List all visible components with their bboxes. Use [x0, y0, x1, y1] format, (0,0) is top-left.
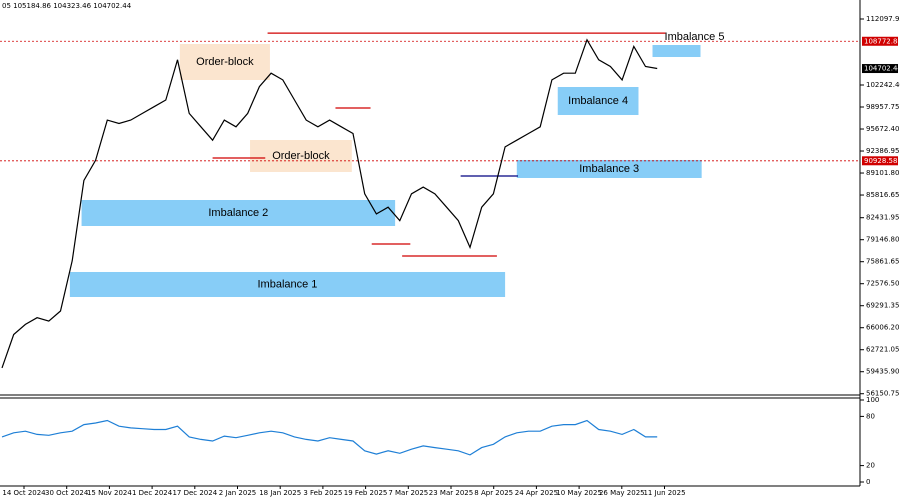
- x-tick-label: 14 Oct 2024: [2, 489, 46, 497]
- x-tick-label: 3 Feb 2025: [303, 489, 342, 497]
- zone-label: Order-block: [196, 56, 254, 68]
- y-tick-label: 75861.65: [866, 258, 899, 266]
- zone-label: Imbalance 3: [579, 163, 639, 175]
- y-tick-label: 98957.75: [866, 103, 899, 111]
- zone-label: Imbalance 5: [665, 31, 725, 43]
- rsi-tick-label: 0: [866, 478, 870, 486]
- zone: [557, 86, 639, 116]
- y-tick-label: 56150.75: [866, 390, 899, 398]
- y-tick-label: 72576.50: [866, 280, 899, 288]
- y-tick-label: 66006.20: [866, 324, 899, 332]
- x-tick-label: 18 Jan 2025: [259, 489, 301, 497]
- zone: [69, 271, 506, 297]
- zone: [516, 159, 702, 178]
- rsi-tick-label: 100: [866, 396, 879, 404]
- zone-label: Imbalance 2: [208, 207, 268, 219]
- series-line: [1, 38, 658, 369]
- x-tick-label: 10 May 2025: [556, 489, 602, 497]
- y-tick-label: 69291.35: [866, 302, 899, 310]
- y-tick-label: 59435.90: [866, 368, 899, 376]
- x-tick-label: 19 Feb 2025: [344, 489, 388, 497]
- x-tick-label: 23 Mar 2025: [429, 489, 473, 497]
- y-tick-label: 82431.95: [866, 214, 899, 222]
- marker-box: [862, 64, 898, 74]
- x-tick-label: 24 Apr 2025: [515, 489, 558, 497]
- zone: [250, 139, 352, 172]
- y-tick-label: 79146.80: [866, 236, 899, 244]
- zone: [81, 200, 396, 227]
- zone: [179, 43, 270, 80]
- y-tick-label: 85816.65: [866, 191, 899, 199]
- x-tick-label: 1 Dec 2024: [132, 489, 173, 497]
- x-tick-label: 2 Jan 2025: [219, 489, 257, 497]
- zone-label: Imbalance 4: [568, 95, 628, 107]
- rsi-tick-label: 80: [866, 412, 875, 420]
- rsi-tick-label: 20: [866, 462, 875, 470]
- series-line: [1, 419, 658, 456]
- marker-box: [862, 36, 898, 46]
- x-tick-label: 26 May 2025: [599, 489, 645, 497]
- x-tick-label: 8 Apr 2025: [474, 489, 513, 497]
- zone-label: Order-block: [272, 150, 330, 162]
- x-tick-label: 30 Oct 2024: [45, 489, 89, 497]
- zone-label: Imbalance 1: [258, 278, 318, 290]
- x-tick-label: 11 Jun 2025: [643, 489, 685, 497]
- x-tick-label: 7 Mar 2025: [388, 489, 428, 497]
- y-tick-label: 95672.40: [866, 125, 899, 133]
- marker-label: 90928.58: [864, 157, 897, 165]
- y-tick-label: 102242.40: [866, 81, 900, 89]
- y-tick-label: 89101.80: [866, 169, 899, 177]
- marker-box: [862, 156, 898, 166]
- marker-label: 104702.44: [864, 65, 900, 73]
- x-tick-label: 15 Nov 2024: [87, 489, 132, 497]
- y-tick-label: 92386.95: [866, 147, 899, 155]
- zone: [652, 45, 701, 58]
- x-tick-label: 17 Dec 2024: [172, 489, 217, 497]
- y-tick-label: 62721.05: [866, 346, 899, 354]
- plot: Order-block Order-block Imbalance 1 Imbalan…: [0, 31, 860, 369]
- y-tick-label: 112097.95: [866, 15, 900, 23]
- marker-label: 108772.88: [864, 37, 900, 45]
- header: 05 105184.86 104323.46 104702.44: [2, 2, 132, 10]
